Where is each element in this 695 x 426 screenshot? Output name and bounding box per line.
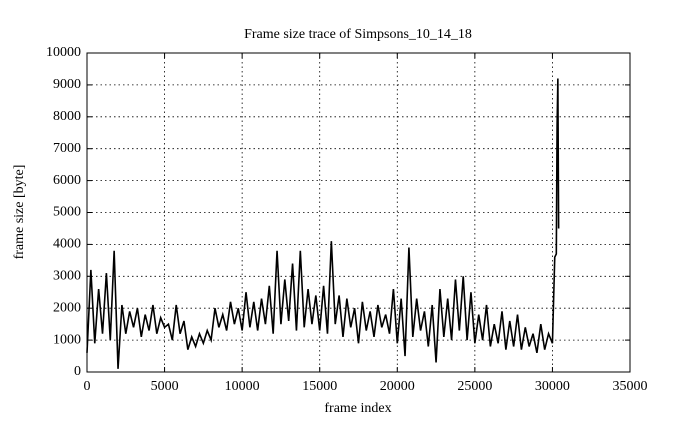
y-tick-label: 10000 — [46, 45, 81, 60]
x-tick-label: 30000 — [535, 379, 570, 394]
y-tick-label: 5000 — [53, 205, 81, 220]
trace-line — [86, 78, 560, 369]
chart-title: Frame size trace of Simpsons_10_14_18 — [244, 27, 472, 42]
x-tick-label: 10000 — [225, 379, 260, 394]
y-tick-label: 0 — [74, 364, 81, 379]
y-tick-label: 3000 — [53, 269, 81, 284]
y-tick-label: 8000 — [53, 109, 81, 124]
y-tick-label: 7000 — [53, 141, 81, 156]
y-tick-label: 6000 — [53, 173, 81, 188]
x-tick-label: 35000 — [613, 379, 648, 394]
x-axis-label: frame index — [324, 401, 391, 416]
y-axis-label: frame size [byte] — [12, 165, 27, 260]
x-tick-label: 5000 — [151, 379, 179, 394]
y-tick-label: 4000 — [53, 237, 81, 252]
y-tick-label: 9000 — [53, 77, 81, 92]
y-tick-label: 1000 — [53, 332, 81, 347]
x-tick-label: 0 — [84, 379, 91, 394]
plot-frame — [86, 52, 631, 373]
x-tick-label: 15000 — [302, 379, 337, 394]
x-tick-label: 25000 — [457, 379, 492, 394]
x-tick-label: 20000 — [380, 379, 415, 394]
y-tick-label: 2000 — [53, 300, 81, 315]
